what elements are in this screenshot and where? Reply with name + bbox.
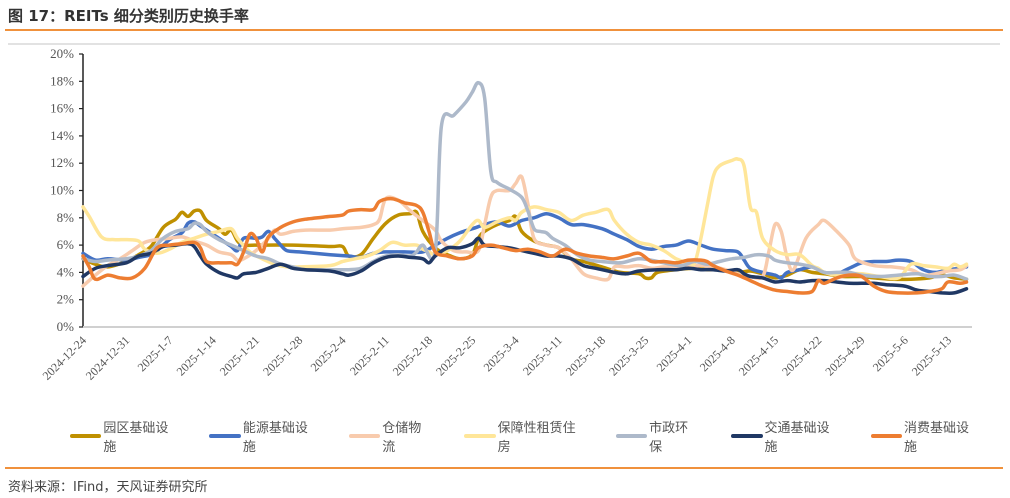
legend-swatch [731, 434, 763, 438]
x-tick-label: 2025-5-6 [870, 333, 911, 374]
legend-swatch [870, 434, 902, 438]
x-tick-label: 2024-12-24 [40, 333, 89, 382]
legend-swatch [348, 434, 381, 438]
x-tick-label: 2025-4-1 [654, 333, 695, 374]
x-tick-label: 2025-4-15 [736, 333, 781, 378]
x-tick-label: 2025-1-14 [174, 333, 219, 378]
legend-label: 能源基础设施 [242, 421, 308, 455]
x-tick-label: 2025-3-25 [606, 333, 651, 378]
legend-label: 保障性租赁住房 [497, 421, 576, 455]
y-tick-label: 4% [57, 264, 75, 279]
legend-item: 园区基础设施 [70, 417, 175, 455]
x-tick-label: 2025-3-18 [563, 333, 608, 378]
legend-label: 市政环保 [649, 421, 689, 455]
x-tick-label: 2025-2-25 [433, 333, 478, 378]
legend-swatch [464, 434, 496, 438]
x-tick-label: 2025-4-29 [822, 333, 867, 378]
series-line-2 [81, 174, 969, 288]
bottom-divider [5, 467, 1003, 469]
source-note: 资料来源：IFind，天风证券研究所 [8, 480, 208, 495]
x-tick-label: 2024-12-31 [83, 333, 132, 382]
legend-label: 仓储物流 [382, 421, 422, 455]
legend-item: 消费基础设施 [870, 417, 976, 455]
x-tick-label: 2025-1-28 [260, 333, 305, 378]
line-chart: 0%2%4%6%8%10%12%14%16%18%20% 2024-12-242… [8, 43, 1000, 383]
x-tick-label: 2025-2-4 [308, 333, 349, 374]
y-tick-label: 0% [57, 319, 75, 334]
legend-item: 市政环保 [615, 417, 697, 455]
y-tick-label: 20% [50, 46, 74, 61]
series-line-5 [81, 236, 969, 296]
legend-label: 交通基础设施 [764, 421, 830, 455]
x-tick-label: 2025-4-22 [779, 333, 824, 378]
x-tick-label: 2025-5-13 [909, 333, 954, 378]
legend: 园区基础设施 能源基础设施 仓储物流 保障性租赁住房 市政环保 交通基础设施 消费基础设施 [70, 417, 1010, 455]
x-tick-label: 2025-2-18 [390, 333, 435, 378]
series-line-1 [81, 211, 969, 280]
x-tick-label: 2025-4-8 [697, 333, 738, 374]
legend-label: 消费基础设施 [903, 421, 969, 455]
x-tick-label: 2025-2-11 [347, 333, 392, 378]
series-line-6 [81, 196, 969, 295]
legend-swatch [209, 434, 241, 438]
figure-title: 图 17：REITs 细分类别历史换手率 [8, 7, 249, 25]
y-tick-label: 8% [57, 210, 75, 225]
legend-swatch [70, 434, 102, 438]
y-tick-label: 10% [50, 183, 74, 198]
top-divider [5, 29, 1003, 31]
y-tick-label: 18% [50, 73, 74, 88]
series-line-0 [81, 208, 969, 282]
legend-item: 交通基础设施 [731, 417, 836, 455]
legend-swatch [615, 434, 648, 438]
x-tick-label: 2025-3-4 [481, 333, 522, 374]
y-axis: 0% 2% 4% 6% 8% 10% 12% 14% 16% 18% 20% [50, 46, 84, 334]
y-tick-label: 16% [50, 101, 74, 116]
x-tick-label: 2025-3-11 [520, 333, 565, 378]
y-tick-label: 12% [50, 155, 74, 170]
legend-item: 保障性租赁住房 [464, 417, 581, 455]
legend-label: 园区基础设施 [103, 421, 169, 455]
legend-item: 能源基础设施 [209, 417, 314, 455]
y-tick-label: 14% [50, 128, 74, 143]
series-line-4 [81, 80, 969, 281]
x-tick-label: 2025-1-21 [217, 333, 262, 378]
legend-item: 仓储物流 [348, 417, 430, 455]
x-tick-label: 2025-1-7 [135, 333, 176, 374]
y-tick-label: 2% [57, 292, 75, 307]
series-layer [81, 80, 969, 296]
y-tick-label: 6% [57, 237, 75, 252]
